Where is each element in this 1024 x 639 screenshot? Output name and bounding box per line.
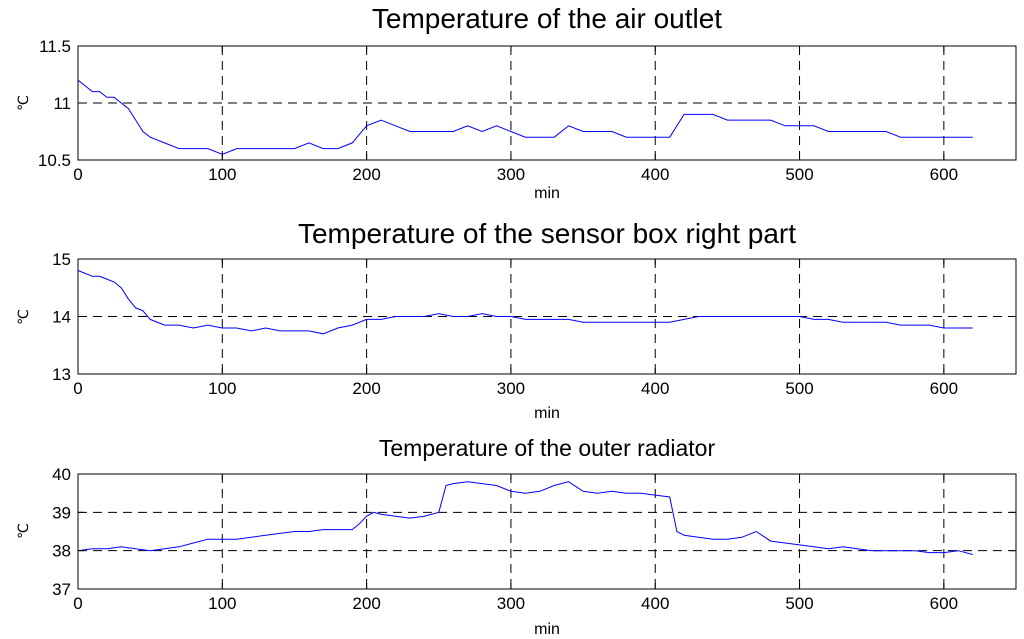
x-tick-label: 400 (641, 594, 669, 613)
x-tick-label: 400 (641, 379, 669, 398)
x-tick-label: 600 (930, 165, 958, 184)
y-tick-label: 13 (52, 365, 71, 384)
x-tick-label: 100 (208, 165, 236, 184)
x-axis-label: min (534, 185, 560, 202)
y-tick-label: 39 (52, 503, 71, 522)
x-tick-label: 200 (352, 165, 380, 184)
temperature-series-line (77, 270, 973, 335)
temperature-series-line (77, 481, 973, 555)
x-tick-label: 500 (785, 379, 813, 398)
x-tick-label: 500 (785, 165, 813, 184)
x-tick-label: 200 (352, 594, 380, 613)
x-tick-label: 600 (930, 594, 958, 613)
x-tick-label: 300 (497, 594, 525, 613)
chart-title: Temperature of the sensor box right part (298, 218, 796, 249)
chart-title: Temperature of the air outlet (372, 3, 722, 34)
chart-title: Temperature of the outer radiator (379, 435, 716, 461)
x-tick-label: 100 (208, 594, 236, 613)
y-tick-label: 14 (52, 308, 71, 327)
x-tick-label: 600 (930, 379, 958, 398)
temperature-series-line (77, 79, 973, 155)
y-axis-label: ℃ (16, 523, 32, 539)
x-tick-label: 100 (208, 379, 236, 398)
x-tick-label: 200 (352, 379, 380, 398)
y-tick-label: 40 (52, 465, 71, 484)
y-tick-label: 15 (52, 250, 71, 269)
x-tick-label: 0 (73, 594, 82, 613)
y-tick-label: 11.5 (39, 37, 71, 56)
x-tick-label: 0 (73, 379, 82, 398)
plot-area (77, 473, 1017, 590)
y-tick-label: 10.5 (38, 151, 71, 170)
x-tick-label: 500 (785, 594, 813, 613)
x-tick-label: 300 (497, 165, 525, 184)
y-axis-label: ℃ (16, 309, 32, 325)
x-axis-label: min (534, 621, 560, 638)
x-axis-label: min (534, 405, 560, 422)
y-tick-label: 11 (53, 94, 71, 113)
y-tick-label: 37 (52, 580, 71, 599)
sensor-box-panel: 0 100 200 300 400 500 600 13 14 15 Temperature of … (16, 218, 1017, 422)
air-outlet-panel: 0 100 200 300 400 500 600 10.5 11 11.5 Temperature… (16, 3, 1017, 202)
outer-radiator-panel: 0 100 200 300 400 500 600 37 38 39 40 Temperature o… (16, 435, 1017, 638)
y-tick-label: 38 (52, 542, 71, 561)
y-axis-label: ℃ (16, 95, 32, 111)
x-tick-label: 400 (641, 165, 669, 184)
x-tick-label: 300 (497, 379, 525, 398)
x-tick-label: 0 (73, 165, 82, 184)
